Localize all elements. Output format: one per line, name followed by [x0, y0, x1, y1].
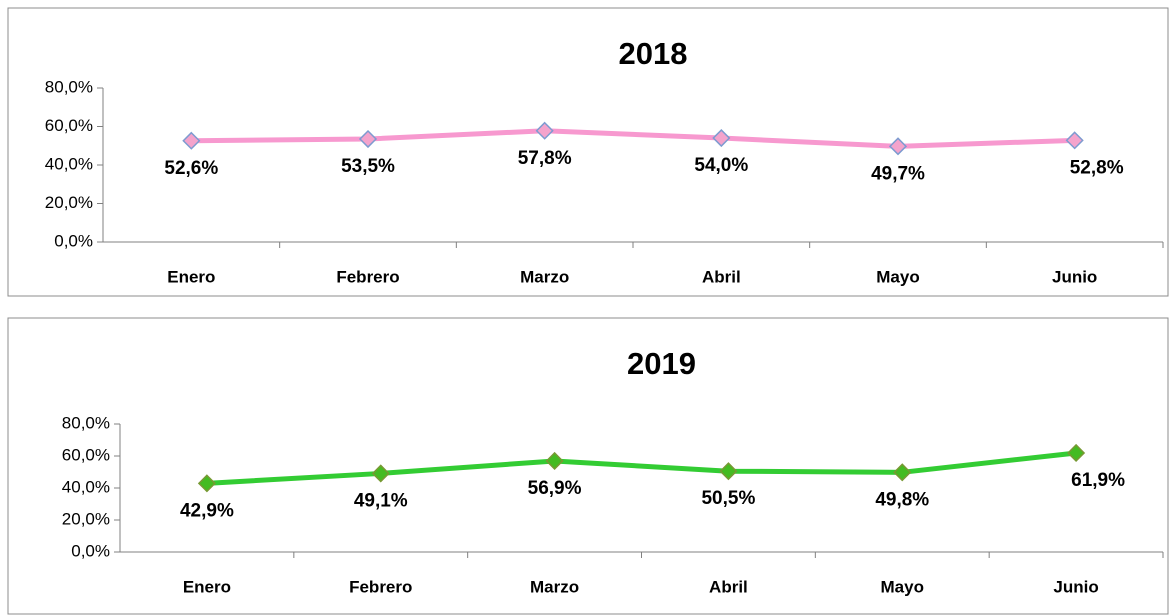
y-tick-label: 40,0%: [45, 154, 93, 173]
data-line: [206, 450, 1077, 486]
y-tick-label: 0,0%: [71, 541, 110, 560]
x-tick-label: Febrero: [349, 577, 412, 596]
marker: [358, 129, 378, 149]
chart-title: 2019: [627, 346, 696, 381]
data-label: 49,1%: [354, 490, 408, 511]
data-label: 61,9%: [1071, 470, 1125, 491]
marker: [197, 474, 216, 493]
x-tick-label: Enero: [183, 577, 231, 596]
chart-frame: [7, 7, 1169, 297]
marker: [888, 137, 908, 156]
x-tick-label: Mayo: [876, 267, 919, 286]
marker: [545, 451, 564, 471]
y-tick-label: 20,0%: [62, 509, 110, 528]
data-label: 54,0%: [694, 155, 748, 176]
data-label: 52,6%: [164, 158, 218, 179]
y-tick-label: 60,0%: [62, 445, 110, 464]
x-tick-label: Marzo: [530, 577, 579, 596]
x-tick-label: Abril: [702, 267, 741, 286]
x-tick-label: Febrero: [336, 267, 399, 286]
y-tick-label: 0,0%: [54, 231, 93, 250]
x-tick-label: Abril: [709, 577, 748, 596]
data-label: 42,9%: [180, 500, 234, 521]
data-line: [191, 128, 1075, 149]
marker: [712, 128, 731, 148]
marker: [1067, 443, 1086, 463]
data-label: 53,5%: [341, 156, 395, 177]
marker: [719, 462, 738, 481]
y-tick-label: 60,0%: [45, 116, 93, 135]
x-tick-label: Junio: [1052, 267, 1097, 286]
chart-title: 2018: [619, 36, 688, 71]
marker: [893, 463, 912, 482]
chart-frame: [7, 317, 1169, 615]
data-label: 52,8%: [1070, 157, 1124, 178]
y-tick-label: 40,0%: [62, 477, 110, 496]
x-tick-label: Mayo: [881, 577, 924, 596]
x-tick-label: Junio: [1053, 577, 1098, 596]
data-label: 49,7%: [871, 163, 925, 184]
x-tick-label: Marzo: [520, 267, 569, 286]
y-tick-label: 20,0%: [45, 193, 93, 212]
data-label: 50,5%: [701, 488, 755, 509]
data-label: 49,8%: [875, 489, 929, 510]
data-label: 57,8%: [518, 148, 572, 169]
marker: [182, 131, 201, 150]
x-tick-label: Enero: [167, 267, 215, 286]
marker: [371, 464, 390, 483]
marker: [1065, 131, 1084, 150]
y-tick-label: 80,0%: [45, 77, 93, 96]
data-label: 56,9%: [528, 478, 582, 499]
y-tick-label: 80,0%: [62, 413, 110, 432]
marker: [535, 121, 554, 140]
